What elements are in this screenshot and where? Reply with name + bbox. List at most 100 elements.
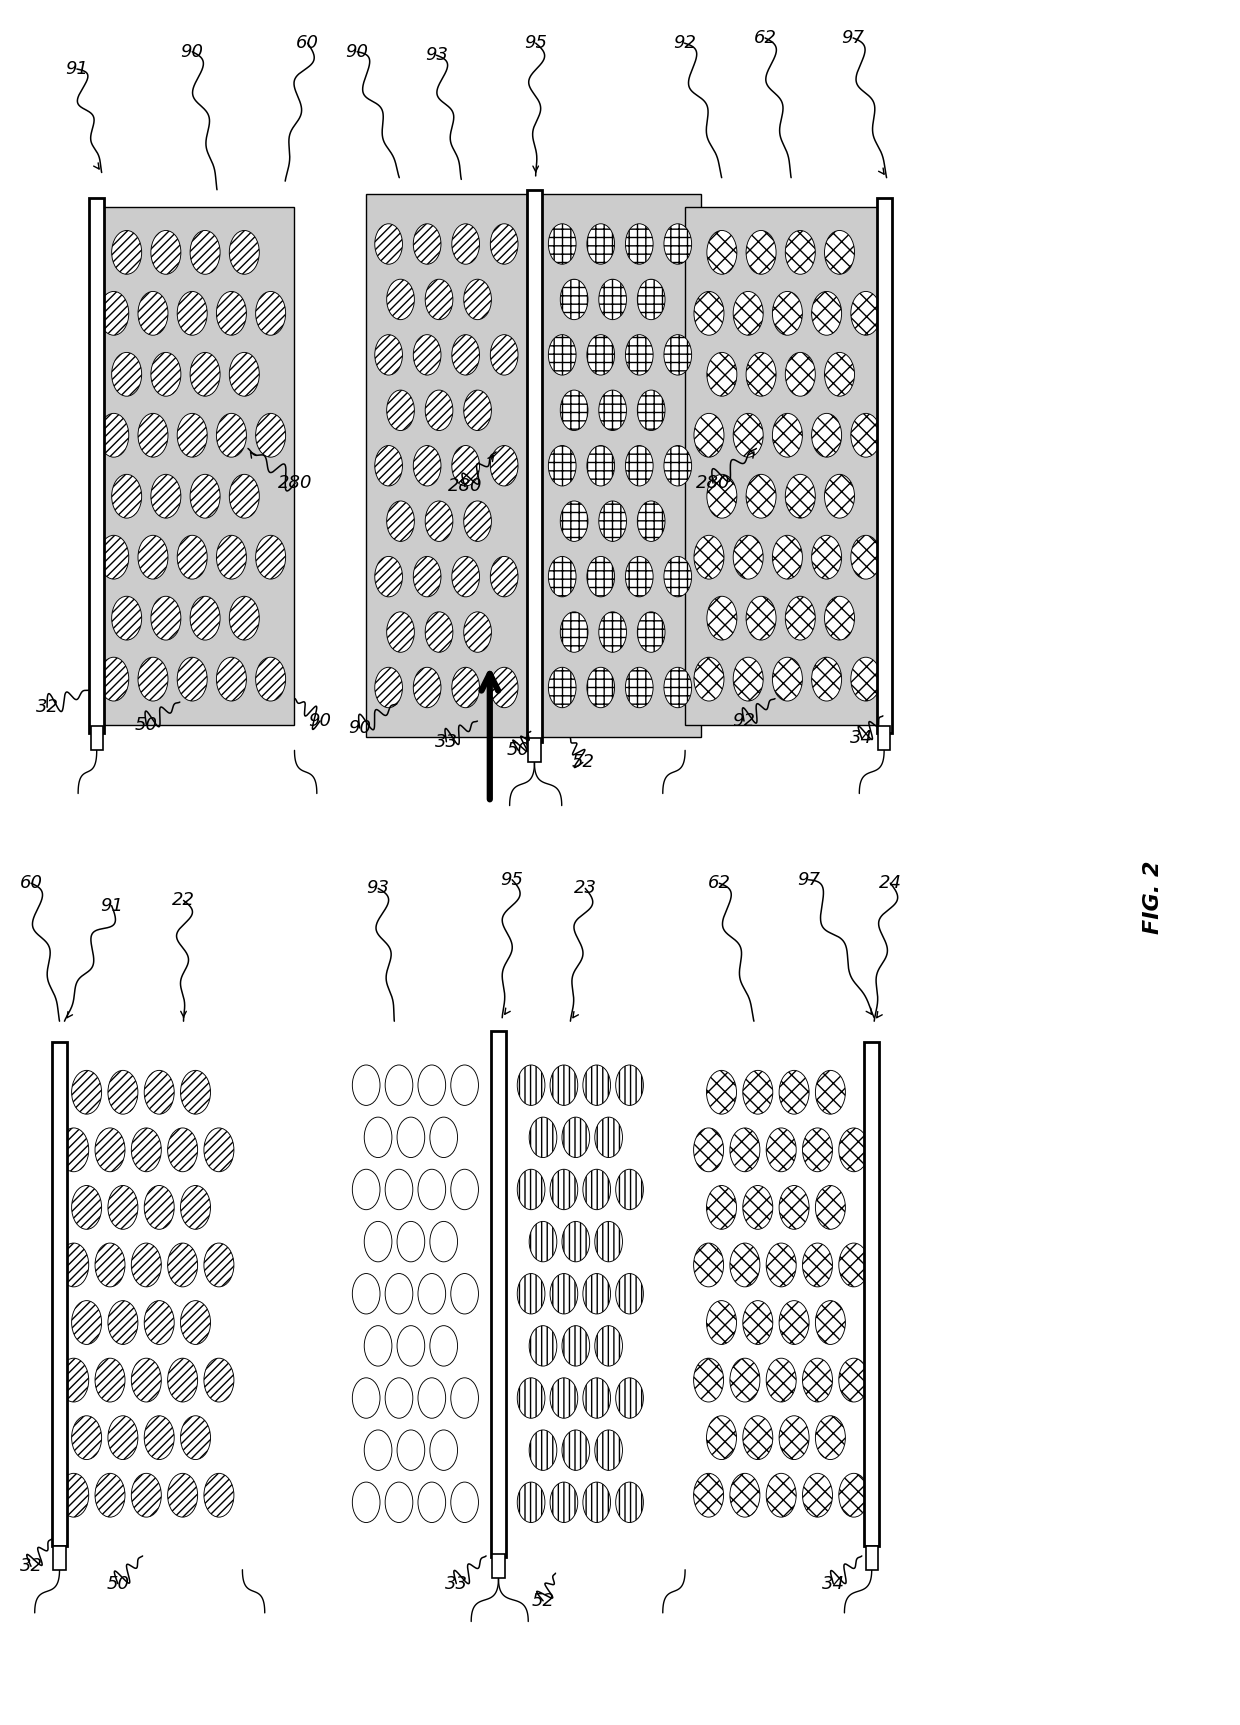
Ellipse shape (583, 1273, 610, 1314)
Ellipse shape (730, 1128, 760, 1171)
Ellipse shape (707, 1301, 737, 1344)
Ellipse shape (587, 557, 615, 597)
Bar (89, 198, 104, 733)
Ellipse shape (785, 474, 815, 518)
Ellipse shape (177, 535, 207, 580)
Ellipse shape (58, 1244, 89, 1287)
Ellipse shape (203, 1473, 234, 1516)
Ellipse shape (190, 597, 219, 640)
Ellipse shape (595, 1118, 622, 1157)
Ellipse shape (386, 1064, 413, 1106)
Ellipse shape (255, 292, 285, 335)
Ellipse shape (838, 1128, 869, 1171)
Text: 34: 34 (851, 730, 873, 747)
Ellipse shape (838, 1473, 869, 1516)
Ellipse shape (587, 224, 615, 264)
Ellipse shape (72, 1416, 102, 1459)
Ellipse shape (733, 292, 763, 335)
Ellipse shape (418, 1064, 445, 1106)
Ellipse shape (517, 1064, 544, 1106)
Ellipse shape (374, 668, 403, 707)
Ellipse shape (418, 1482, 445, 1523)
Ellipse shape (138, 414, 167, 457)
Ellipse shape (425, 390, 453, 431)
Ellipse shape (229, 352, 259, 397)
Text: 91: 91 (100, 897, 123, 914)
Ellipse shape (812, 414, 842, 457)
Text: 33: 33 (445, 1575, 467, 1592)
Ellipse shape (548, 557, 577, 597)
Ellipse shape (181, 1301, 211, 1344)
Text: 24: 24 (879, 875, 901, 892)
Ellipse shape (730, 1244, 760, 1287)
Ellipse shape (72, 1071, 102, 1114)
Ellipse shape (177, 292, 207, 335)
Text: 52: 52 (572, 754, 594, 771)
Ellipse shape (562, 1430, 590, 1470)
Ellipse shape (746, 597, 776, 640)
Ellipse shape (548, 224, 577, 264)
Ellipse shape (451, 335, 480, 374)
Ellipse shape (167, 1244, 197, 1287)
Ellipse shape (851, 535, 880, 580)
Ellipse shape (766, 1358, 796, 1402)
Ellipse shape (816, 1185, 846, 1230)
Ellipse shape (551, 1378, 578, 1418)
Ellipse shape (730, 1358, 760, 1402)
Ellipse shape (583, 1378, 610, 1418)
Ellipse shape (816, 1301, 846, 1344)
Ellipse shape (529, 1430, 557, 1470)
Ellipse shape (112, 231, 141, 274)
Ellipse shape (773, 657, 802, 700)
Ellipse shape (625, 445, 653, 486)
Ellipse shape (386, 1170, 413, 1209)
Ellipse shape (812, 292, 842, 335)
Ellipse shape (99, 657, 129, 700)
Ellipse shape (352, 1170, 379, 1209)
Ellipse shape (560, 279, 588, 319)
Ellipse shape (365, 1327, 392, 1366)
Ellipse shape (190, 474, 219, 518)
Ellipse shape (779, 1301, 808, 1344)
Text: 62: 62 (708, 875, 730, 892)
Ellipse shape (490, 335, 518, 374)
Ellipse shape (816, 1071, 846, 1114)
Ellipse shape (131, 1128, 161, 1171)
Ellipse shape (451, 1170, 479, 1209)
Ellipse shape (203, 1244, 234, 1287)
Ellipse shape (746, 352, 776, 397)
Ellipse shape (255, 535, 285, 580)
Text: 97: 97 (797, 871, 820, 888)
Ellipse shape (583, 1170, 610, 1209)
Ellipse shape (743, 1416, 773, 1459)
Ellipse shape (517, 1170, 544, 1209)
Ellipse shape (229, 231, 259, 274)
Ellipse shape (838, 1244, 869, 1287)
Ellipse shape (255, 414, 285, 457)
Ellipse shape (637, 612, 665, 652)
Ellipse shape (595, 1327, 622, 1366)
Ellipse shape (583, 1482, 610, 1523)
Text: 91: 91 (66, 60, 88, 78)
Ellipse shape (413, 668, 441, 707)
Ellipse shape (464, 612, 491, 652)
Ellipse shape (599, 500, 626, 542)
Ellipse shape (430, 1221, 458, 1261)
Ellipse shape (167, 1128, 197, 1171)
Ellipse shape (693, 1244, 724, 1287)
Ellipse shape (707, 231, 737, 274)
Ellipse shape (365, 1118, 392, 1157)
Ellipse shape (637, 279, 665, 319)
Ellipse shape (131, 1473, 161, 1516)
Ellipse shape (112, 597, 141, 640)
Ellipse shape (108, 1185, 138, 1230)
Ellipse shape (785, 352, 815, 397)
Text: 280: 280 (696, 474, 730, 492)
Ellipse shape (562, 1327, 590, 1366)
Text: 97: 97 (842, 29, 864, 47)
Ellipse shape (138, 657, 167, 700)
Ellipse shape (430, 1327, 458, 1366)
Ellipse shape (217, 657, 247, 700)
Ellipse shape (730, 1473, 760, 1516)
Ellipse shape (397, 1221, 425, 1261)
